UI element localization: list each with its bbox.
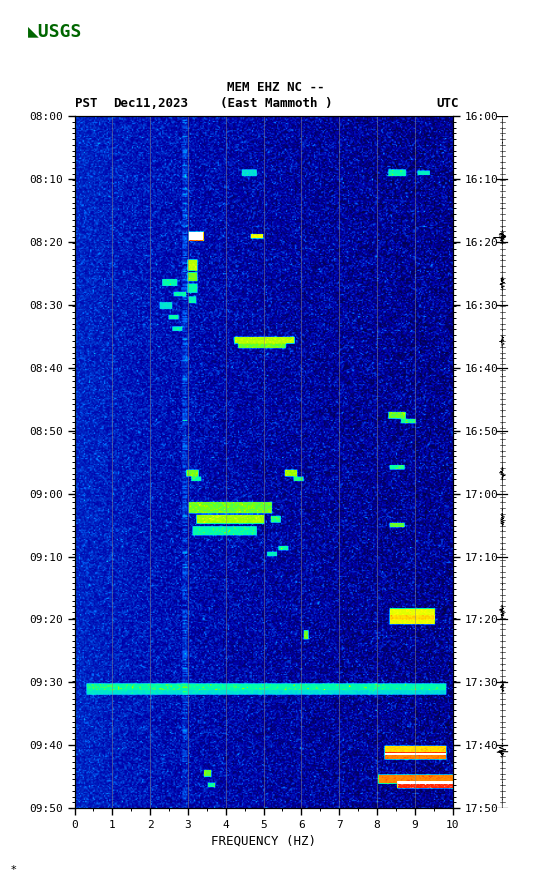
Text: *: * (11, 865, 17, 875)
Text: MEM EHZ NC --: MEM EHZ NC -- (227, 80, 325, 94)
Text: UTC: UTC (436, 96, 459, 110)
X-axis label: FREQUENCY (HZ): FREQUENCY (HZ) (211, 834, 316, 847)
Text: (East Mammoth ): (East Mammoth ) (220, 96, 332, 110)
Text: Dec11,2023: Dec11,2023 (113, 96, 188, 110)
Text: PST: PST (75, 96, 97, 110)
Text: ◣USGS: ◣USGS (28, 22, 82, 40)
